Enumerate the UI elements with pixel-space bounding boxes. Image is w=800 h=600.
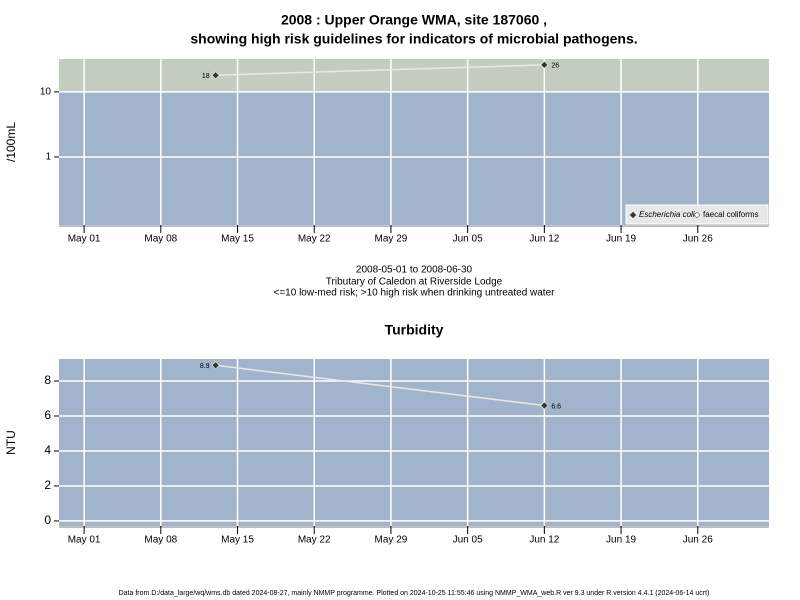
- legend-label: faecal coliforms: [703, 210, 759, 219]
- data-label: 8.9: [200, 363, 210, 370]
- x-tick-label: Jun 05: [453, 535, 483, 546]
- y-tick-label: 2: [44, 478, 51, 492]
- chart-title: Turbidity: [385, 322, 444, 338]
- data-line: [215, 364, 545, 407]
- x-tick-label: May 15: [221, 234, 254, 245]
- x-tick-label: Jun 12: [529, 234, 559, 245]
- y-tick-label: 8: [44, 373, 51, 387]
- legend-marker: [629, 211, 637, 219]
- x-tick-label: Jun 05: [453, 234, 483, 245]
- x-tick-label: Jun 12: [529, 535, 559, 546]
- x-tick-label: Jun 26: [683, 234, 713, 245]
- chart-title: 2008 : Upper Orange WMA, site 187060 ,: [281, 12, 547, 28]
- y-axis-label: NTU: [4, 430, 18, 455]
- legend-label: Escherichia coli: [639, 210, 695, 219]
- data-point: [211, 361, 220, 370]
- x-tick-label: May 01: [68, 535, 101, 546]
- data-label: 26: [551, 63, 559, 70]
- x-tick-label: May 08: [144, 234, 177, 245]
- data-point: [540, 60, 549, 69]
- data-label: 6.6: [551, 403, 561, 410]
- data-point: [211, 71, 220, 80]
- y-tick-label: 6: [44, 408, 51, 422]
- x-tick-label: May 08: [144, 535, 177, 546]
- x-tick-label: May 22: [298, 535, 331, 546]
- x-tick-label: May 01: [68, 234, 101, 245]
- caption: <=10 low-med risk; >10 high risk when dr…: [274, 288, 556, 299]
- y-tick-label: 1: [45, 152, 51, 163]
- x-tick-label: May 29: [375, 535, 408, 546]
- x-tick-label: May 22: [298, 234, 331, 245]
- y-tick-label: 0: [44, 513, 51, 527]
- y-tick-label: 10: [40, 87, 52, 98]
- caption: 2008-05-01 to 2008-06-30: [356, 265, 473, 276]
- y-axis-label: /100mL: [4, 122, 18, 162]
- x-tick-label: May 15: [221, 535, 254, 546]
- x-tick-label: Jun 26: [683, 535, 713, 546]
- footer: Data from D:/data_large/wq/wms.db dated …: [119, 590, 710, 597]
- caption: Tributary of Caledon at Riverside Lodge: [326, 277, 503, 288]
- data-point: [540, 401, 549, 410]
- x-tick-label: Jun 19: [606, 234, 636, 245]
- data-label: 18: [202, 73, 210, 80]
- legend-marker: [693, 211, 701, 219]
- chart-subtitle: showing high risk guidelines for indicat…: [190, 31, 637, 47]
- x-tick-label: May 29: [375, 234, 408, 245]
- plot-area: [59, 359, 769, 526]
- high-risk-band: [59, 59, 769, 92]
- x-tick-label: Jun 19: [606, 535, 636, 546]
- y-tick-label: 4: [44, 443, 51, 457]
- data-line: [215, 64, 545, 77]
